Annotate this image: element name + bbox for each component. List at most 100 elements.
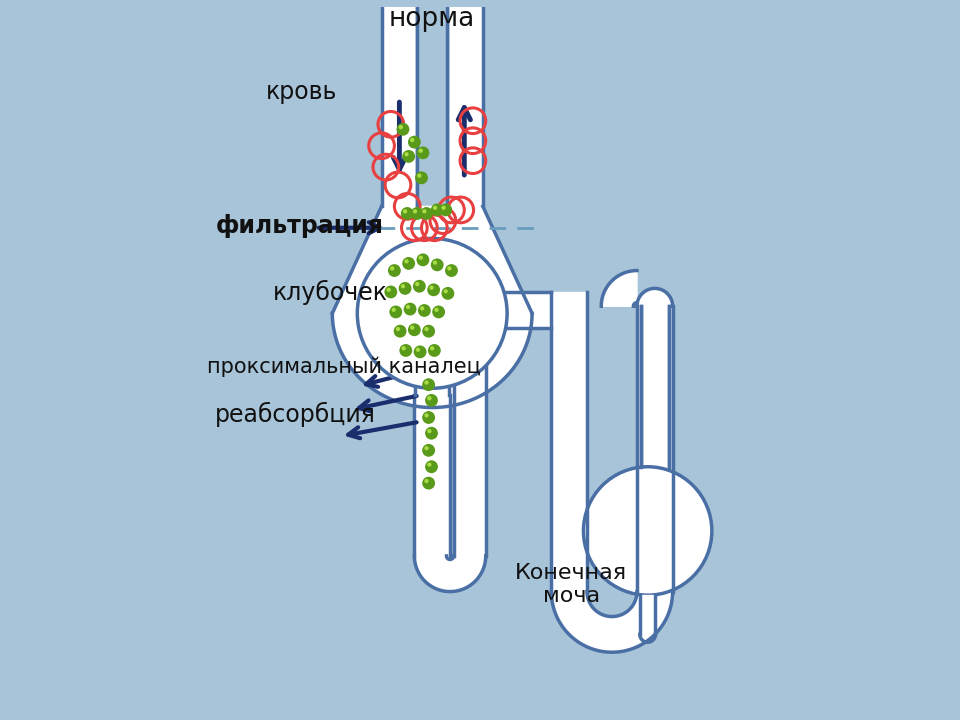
Circle shape	[410, 325, 415, 330]
Circle shape	[428, 344, 441, 357]
Text: Конечная
моча: Конечная моча	[516, 563, 628, 606]
Circle shape	[398, 125, 403, 130]
Ellipse shape	[357, 238, 507, 388]
Circle shape	[442, 287, 454, 300]
Circle shape	[388, 264, 401, 277]
Circle shape	[424, 413, 428, 418]
Circle shape	[402, 257, 415, 270]
Circle shape	[424, 479, 428, 483]
Circle shape	[422, 411, 435, 424]
Circle shape	[431, 258, 444, 271]
Circle shape	[401, 207, 414, 220]
Circle shape	[387, 288, 391, 292]
Circle shape	[415, 282, 420, 287]
Ellipse shape	[584, 467, 712, 595]
Circle shape	[410, 138, 415, 142]
Circle shape	[403, 210, 407, 214]
Circle shape	[392, 307, 396, 312]
Polygon shape	[551, 592, 673, 652]
Circle shape	[402, 150, 415, 163]
Polygon shape	[640, 306, 669, 467]
Circle shape	[422, 210, 426, 214]
Circle shape	[433, 261, 437, 265]
Circle shape	[418, 174, 421, 178]
Polygon shape	[551, 292, 587, 592]
Circle shape	[422, 477, 435, 490]
Circle shape	[415, 171, 428, 184]
Circle shape	[404, 259, 409, 264]
Circle shape	[420, 306, 424, 310]
Circle shape	[404, 152, 409, 156]
Polygon shape	[636, 306, 673, 592]
Circle shape	[419, 148, 423, 153]
Polygon shape	[415, 556, 486, 592]
Circle shape	[403, 302, 417, 315]
Circle shape	[408, 136, 420, 148]
Polygon shape	[601, 271, 636, 306]
Text: проксимальный каналец: проксимальный каналец	[207, 356, 481, 377]
Circle shape	[417, 146, 429, 159]
Text: фильтрация: фильтрация	[216, 214, 384, 238]
Circle shape	[418, 304, 431, 317]
Circle shape	[447, 266, 451, 271]
Circle shape	[425, 394, 438, 407]
Circle shape	[422, 378, 435, 391]
Polygon shape	[415, 388, 449, 395]
Polygon shape	[415, 395, 450, 556]
Circle shape	[406, 305, 410, 309]
Circle shape	[422, 444, 435, 456]
Circle shape	[419, 256, 423, 260]
Circle shape	[425, 460, 438, 473]
Circle shape	[431, 204, 444, 216]
Circle shape	[396, 327, 400, 331]
Circle shape	[414, 346, 426, 359]
Circle shape	[408, 323, 420, 336]
Text: клубочек: клубочек	[273, 279, 388, 305]
Circle shape	[427, 429, 431, 433]
Polygon shape	[639, 634, 656, 642]
Circle shape	[429, 286, 434, 290]
Circle shape	[433, 206, 437, 210]
Circle shape	[411, 207, 423, 220]
Circle shape	[422, 325, 435, 338]
Polygon shape	[450, 292, 486, 328]
Circle shape	[396, 123, 409, 136]
Circle shape	[401, 346, 406, 351]
Polygon shape	[381, 0, 418, 207]
Circle shape	[444, 289, 448, 293]
Circle shape	[427, 284, 440, 296]
Circle shape	[413, 280, 426, 292]
Circle shape	[390, 305, 402, 318]
Text: норма: норма	[389, 6, 475, 32]
Polygon shape	[639, 595, 656, 634]
Text: кровь: кровь	[266, 80, 337, 104]
Polygon shape	[447, 0, 483, 207]
Circle shape	[399, 344, 412, 357]
Circle shape	[430, 346, 434, 351]
Polygon shape	[362, 207, 503, 288]
Polygon shape	[332, 207, 532, 408]
Circle shape	[424, 380, 428, 384]
Circle shape	[390, 266, 395, 271]
Circle shape	[445, 264, 458, 277]
Circle shape	[425, 427, 438, 440]
Circle shape	[413, 210, 418, 214]
Circle shape	[424, 327, 428, 331]
Circle shape	[417, 253, 429, 266]
Text: реабсорбция: реабсорбция	[215, 402, 375, 427]
Polygon shape	[636, 289, 673, 306]
Polygon shape	[486, 292, 551, 328]
Circle shape	[424, 446, 428, 450]
Circle shape	[394, 325, 406, 338]
Circle shape	[416, 348, 420, 352]
Circle shape	[384, 286, 397, 298]
Polygon shape	[418, 0, 447, 207]
Circle shape	[420, 207, 433, 220]
Circle shape	[398, 282, 412, 294]
Polygon shape	[640, 306, 669, 474]
Circle shape	[432, 305, 445, 318]
Circle shape	[434, 307, 439, 312]
Polygon shape	[454, 328, 486, 556]
Circle shape	[427, 396, 431, 400]
Circle shape	[442, 206, 445, 210]
